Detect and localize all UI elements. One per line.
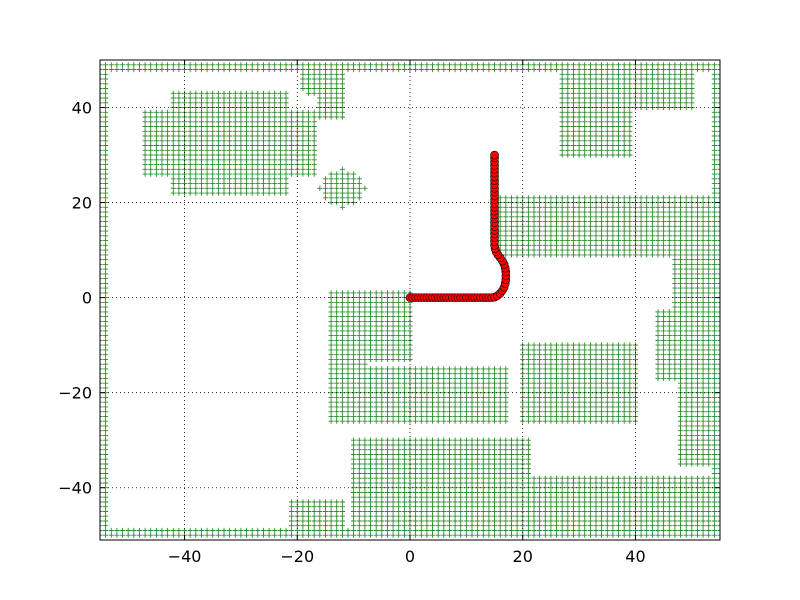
- path-series: [405, 150, 511, 302]
- y-tick-labels: −40 −20 0 20 40: [58, 99, 92, 498]
- x-tick-label: 40: [625, 547, 645, 566]
- obstacle-markers: [100, 62, 720, 538]
- axis-ticks: [100, 60, 720, 540]
- x-tick-label: 0: [405, 547, 415, 566]
- obstacle-cells: [100, 62, 720, 538]
- y-tick-label: −40: [58, 479, 92, 498]
- y-tick-label: −20: [58, 384, 92, 403]
- x-tick-label: 20: [513, 547, 533, 566]
- x-tick-labels: −40 −20 0 20 40: [168, 547, 646, 566]
- y-tick-label: 40: [72, 99, 92, 118]
- y-tick-label: 20: [72, 194, 92, 213]
- x-tick-label: −20: [280, 547, 314, 566]
- y-tick-label: 0: [82, 289, 92, 308]
- path-point: [490, 150, 499, 160]
- x-tick-label: −40: [168, 547, 202, 566]
